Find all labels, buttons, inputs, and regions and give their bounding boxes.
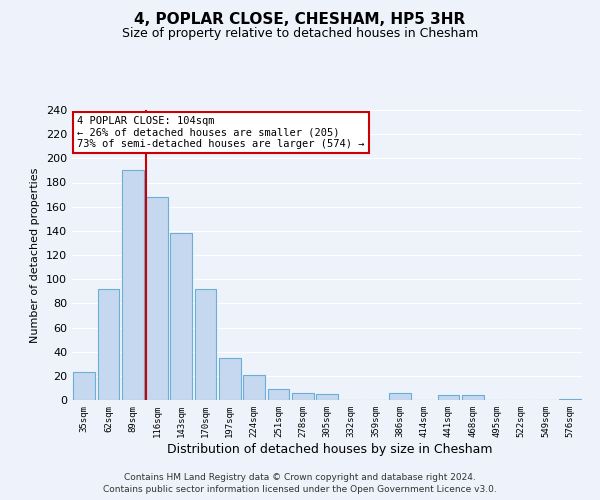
Bar xyxy=(389,393,411,400)
Text: Size of property relative to detached houses in Chesham: Size of property relative to detached ho… xyxy=(122,28,478,40)
Bar xyxy=(219,358,241,400)
Bar xyxy=(292,393,314,400)
Bar xyxy=(268,389,289,400)
Bar xyxy=(243,374,265,400)
Text: 4, POPLAR CLOSE, CHESHAM, HP5 3HR: 4, POPLAR CLOSE, CHESHAM, HP5 3HR xyxy=(134,12,466,28)
Bar xyxy=(146,197,168,400)
Text: Contains public sector information licensed under the Open Government Licence v3: Contains public sector information licen… xyxy=(103,485,497,494)
Text: Contains HM Land Registry data © Crown copyright and database right 2024.: Contains HM Land Registry data © Crown c… xyxy=(124,472,476,482)
Text: 4 POPLAR CLOSE: 104sqm
← 26% of detached houses are smaller (205)
73% of semi-de: 4 POPLAR CLOSE: 104sqm ← 26% of detached… xyxy=(77,116,365,149)
Bar xyxy=(316,394,338,400)
Bar xyxy=(437,395,460,400)
Text: Distribution of detached houses by size in Chesham: Distribution of detached houses by size … xyxy=(167,442,493,456)
Bar xyxy=(194,289,217,400)
Y-axis label: Number of detached properties: Number of detached properties xyxy=(31,168,40,342)
Bar xyxy=(559,399,581,400)
Bar xyxy=(122,170,143,400)
Bar xyxy=(462,395,484,400)
Bar xyxy=(97,289,119,400)
Bar xyxy=(73,372,95,400)
Bar xyxy=(170,233,192,400)
